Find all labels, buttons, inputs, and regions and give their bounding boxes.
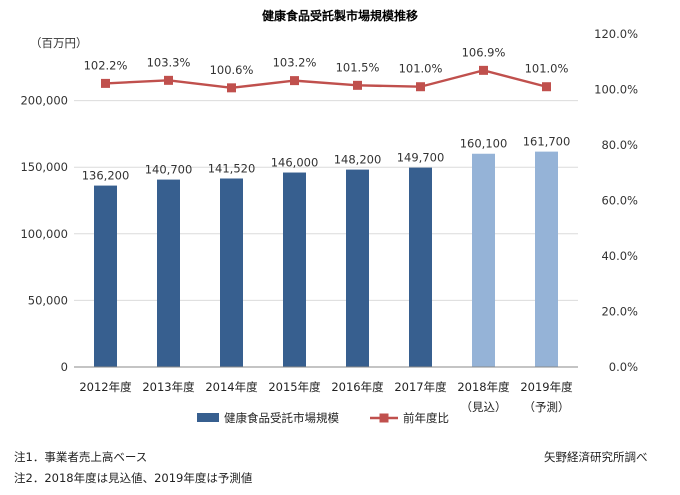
left-axis-unit: （百万円） (30, 36, 88, 50)
legend-line-label: 前年度比 (403, 411, 449, 425)
line-marker (164, 75, 173, 85)
gridlines (74, 100, 578, 301)
bar (535, 151, 558, 367)
line-value-label: 106.9% (462, 45, 506, 59)
left-tick-label: 50,000 (28, 293, 68, 307)
category-label: 2018年度 (457, 380, 510, 394)
bar-value-label: 140,700 (145, 163, 193, 177)
right-axis-ticks: 0.0% 20.0% 40.0% 60.0% 80.0% 100.0% 120.0% (594, 27, 638, 374)
bar (220, 178, 243, 367)
bar-value-label: 149,700 (397, 151, 445, 165)
line-marker (353, 80, 362, 90)
footnote-2: 注2．2018年度は見込値、2019年度は予測値 (14, 471, 253, 485)
category-sublabel: （見込） (461, 400, 507, 414)
bar-value-labels: 136,200 140,700 141,520 146,000 148,200 149,7… (82, 135, 571, 183)
line-value-label: 101.5% (336, 60, 380, 74)
line-marker (227, 83, 236, 93)
legend-bar-swatch (197, 413, 219, 422)
line-value-label: 100.6% (210, 63, 254, 77)
category-label: 2015年度 (268, 380, 321, 394)
bar-series (94, 151, 558, 367)
line-marker (290, 76, 299, 86)
line-marker (542, 82, 551, 92)
category-label: 2016年度 (331, 380, 384, 394)
category-label: 2019年度 (520, 380, 573, 394)
source-credit: 矢野経済研究所調べ (544, 450, 648, 464)
bar-value-label: 146,000 (271, 156, 319, 170)
right-tick-label: 100.0% (594, 83, 638, 97)
left-tick-label: 100,000 (20, 227, 68, 241)
category-label: 2012年度 (79, 380, 132, 394)
right-tick-label: 20.0% (601, 305, 638, 319)
legend-line-marker (379, 413, 389, 423)
bar-value-label: 160,100 (460, 137, 508, 151)
right-tick-label: 40.0% (601, 249, 638, 263)
bar-value-label: 136,200 (82, 169, 130, 183)
line-value-label: 101.0% (399, 62, 443, 76)
footnote-1: 注1．事業者売上高ベース (14, 450, 148, 464)
bar-value-label: 148,200 (334, 153, 382, 167)
line-path (105, 69, 547, 90)
right-tick-label: 60.0% (601, 194, 638, 208)
category-sublabel: （予測） (524, 400, 570, 414)
bar (409, 167, 432, 367)
line-series (101, 65, 551, 93)
left-tick-label: 0 (61, 360, 68, 374)
category-label: 2013年度 (142, 380, 195, 394)
bar (94, 185, 117, 367)
line-value-label: 102.2% (84, 58, 128, 72)
line-value-label: 101.0% (525, 62, 569, 76)
legend-bar-label: 健康食品受託市場規模 (224, 411, 339, 425)
left-tick-label: 150,000 (20, 160, 68, 174)
category-label: 2017年度 (394, 380, 447, 394)
legend: 健康食品受託市場規模 前年度比 (197, 411, 449, 425)
line-marker (416, 82, 425, 92)
right-tick-label: 120.0% (594, 27, 638, 41)
chart-title: 健康食品受託製市場規模推移 (262, 8, 418, 23)
line-value-label: 103.2% (273, 56, 317, 70)
bar-value-label: 161,700 (523, 135, 571, 149)
bar (283, 172, 306, 367)
left-axis-ticks: 0 50,000 100,000 150,000 200,000 (20, 94, 68, 374)
bar (157, 179, 180, 367)
left-tick-label: 200,000 (20, 94, 68, 108)
bar (472, 153, 495, 367)
line-value-labels: 102.2% 103.3% 100.6% 103.2% 101.5% 101.0% 106.… (84, 45, 569, 76)
category-label: 2014年度 (205, 380, 258, 394)
line-marker (101, 78, 110, 88)
line-marker (479, 65, 488, 75)
category-labels: 2012年度 2013年度 2014年度 2015年度 2016年度 2017年度 2018… (79, 380, 573, 414)
right-tick-label: 0.0% (609, 360, 638, 374)
right-tick-label: 80.0% (601, 138, 638, 152)
line-value-label: 103.3% (147, 55, 191, 69)
bar-value-label: 141,520 (208, 161, 256, 175)
bar (346, 169, 369, 367)
